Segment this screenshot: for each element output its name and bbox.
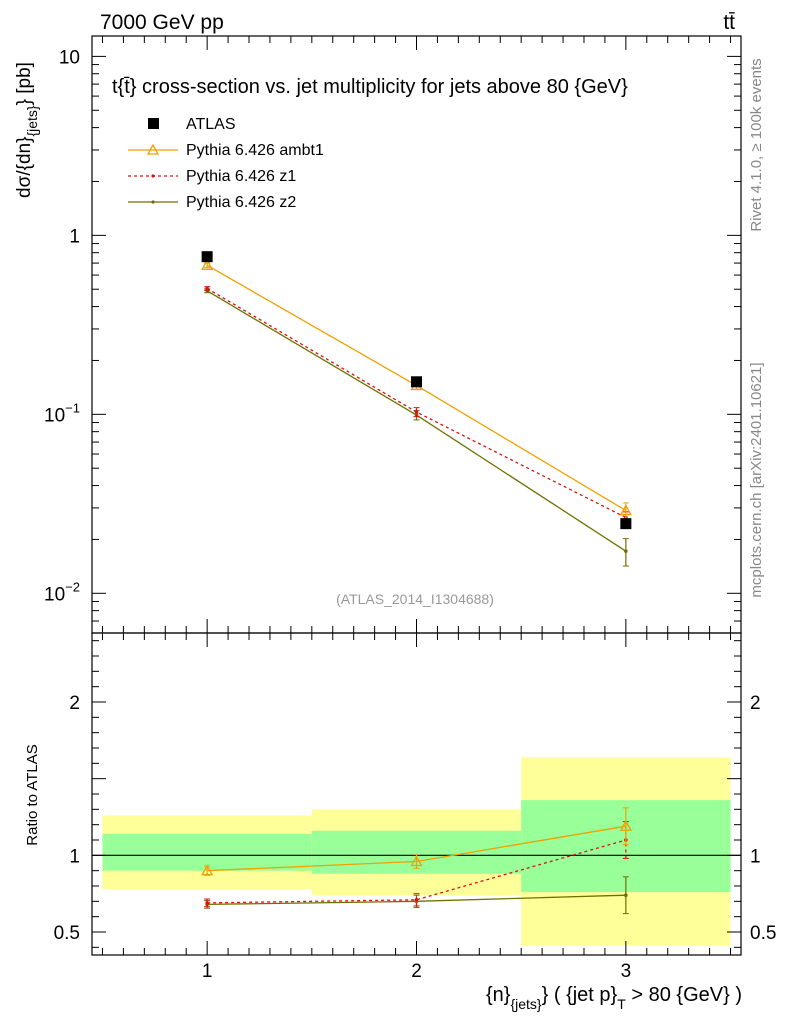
main-y-axis-label-sub: {jets}	[24, 105, 40, 136]
legend-z1-label: Pythia 6.426 z1	[186, 168, 296, 185]
ratio-z1-line	[207, 839, 627, 904]
x-axis-label: {n}{jets}} ( {jet p}T > 80 {GeV} )	[486, 984, 742, 1012]
main-z1-point	[414, 410, 419, 414]
x-axis-label-a-sub: {jets}	[510, 996, 541, 1012]
main-y-tick-label-1: 10	[59, 47, 80, 68]
main-z1-point	[205, 286, 209, 291]
ratio-y-tick-label-left-1: 0.5	[54, 923, 80, 944]
ratio-z1-point	[414, 898, 419, 902]
main-y-axis-label-main: dσ/{dn}	[14, 137, 35, 198]
x-axis-label-a: {n}	[486, 984, 511, 1006]
ratio-y-tick-label-right-3: 2	[750, 693, 761, 714]
main-y-tick-label-exponent: −2	[65, 579, 80, 594]
atlas-data-point	[620, 518, 632, 530]
main-y-tick-label-4: 10−2	[44, 579, 80, 605]
ratio-ambt1-point	[619, 819, 632, 831]
legend-atlas-marker	[148, 118, 159, 129]
ratio-z1-point	[205, 901, 209, 905]
x-tick-label-1: 1	[202, 961, 213, 982]
x-tick-label-3: 3	[621, 961, 632, 982]
x-axis-label-b-sub: T	[617, 996, 626, 1012]
ratio-y-tick-label-right-2: 1	[750, 846, 761, 867]
header-process-label: tt̄	[723, 11, 735, 34]
mcplots-info-label: mcplots.cern.ch [arXiv:2401.10621]	[748, 362, 765, 597]
x-axis-label-c: > 80 {GeV} )	[626, 984, 742, 1006]
chart-title: t{t̄} cross-section vs. jet multiplicity…	[112, 76, 628, 98]
ratio-ambt1-point	[410, 855, 423, 867]
main-y-tick-label-base: 10	[44, 405, 65, 426]
main-y-tick-label-base: 10	[44, 584, 65, 605]
main-y-tick-label-exponent: −1	[65, 400, 80, 415]
ratio-y-axis-label: Ratio to ATLAS	[24, 744, 41, 845]
main-z2-line	[206, 290, 627, 552]
analysis-watermark: (ATLAS_2014_I1304688)	[336, 591, 494, 607]
legend-z1-marker	[151, 174, 155, 178]
x-axis-label-b: } ( {jet p}	[542, 984, 618, 1006]
main-ambt1-point	[619, 504, 632, 516]
ratio-panel: 0.5 0.5 1 1 2 2 1 2 3	[54, 632, 776, 982]
legend-ambt1-label: Pythia 6.426 ambt1	[186, 142, 324, 159]
atlas-data-point	[201, 251, 213, 263]
main-z2-point	[624, 549, 628, 553]
main-y-tick-label-base: 10	[59, 47, 80, 68]
ratio-y-tick-label-left-2: 1	[69, 846, 80, 867]
ratio-z2-point	[624, 893, 628, 897]
x-tick-label-2: 2	[411, 961, 422, 982]
ratio-y-tick-label-left-3: 2	[69, 693, 80, 714]
main-ambt1-point	[201, 258, 214, 270]
main-y-axis-label: dσ/{dn}{jets}} [pb]	[14, 62, 40, 198]
legend-z2-label: Pythia 6.426 z2	[186, 194, 296, 211]
main-y-tick-label-2: 1	[69, 226, 80, 247]
main-y-axis-label-unit: } [pb]	[14, 62, 35, 105]
legend-z2-marker	[151, 200, 155, 204]
ratio-ambt1-point	[201, 864, 214, 876]
main-z1-line	[206, 287, 627, 519]
legend: ATLAS Pythia 6.426 ambt1 Pythia 6.426 z1…	[128, 116, 324, 211]
header-energy-label: 7000 GeV pp	[100, 11, 224, 34]
main-y-tick-label-base: 1	[69, 226, 80, 247]
rivet-info-label: Rivet 4.1.0, ≥ 100k events	[748, 58, 765, 231]
legend-ambt1-marker	[146, 143, 160, 155]
legend-atlas-label: ATLAS	[186, 116, 236, 133]
atlas-data-point	[411, 376, 422, 388]
main-y-tick-label-3: 10−1	[44, 400, 80, 426]
ratio-y-tick-label-right-1: 0.5	[750, 923, 776, 944]
